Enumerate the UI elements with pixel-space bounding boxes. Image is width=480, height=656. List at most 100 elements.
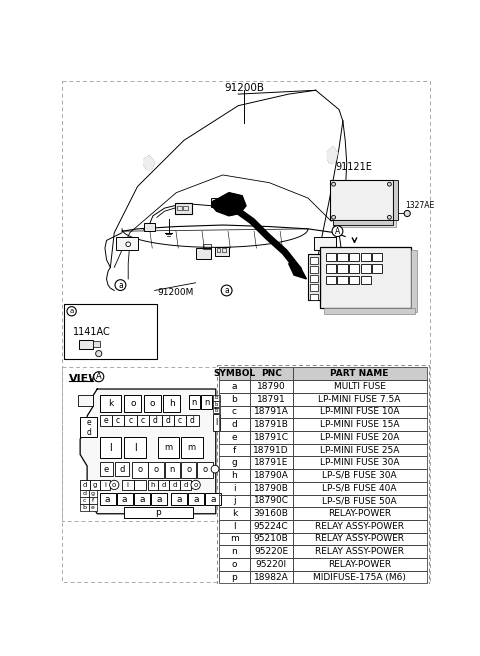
Bar xyxy=(99,415,112,426)
Text: c: c xyxy=(178,416,182,425)
Text: LP-S/B FUSE 40A: LP-S/B FUSE 40A xyxy=(322,483,397,493)
Text: a: a xyxy=(139,495,144,504)
Bar xyxy=(64,304,157,359)
Bar xyxy=(292,367,427,380)
Text: n: n xyxy=(231,547,237,556)
Text: c: c xyxy=(141,416,145,425)
Bar xyxy=(188,493,204,505)
Bar xyxy=(89,497,97,504)
Bar xyxy=(180,480,191,490)
Text: o: o xyxy=(193,482,198,488)
Bar xyxy=(219,380,427,393)
Bar xyxy=(122,480,133,490)
Bar xyxy=(214,395,220,401)
Bar xyxy=(183,206,188,210)
Text: MIDIFUSE-175A (M6): MIDIFUSE-175A (M6) xyxy=(313,573,406,582)
Bar xyxy=(214,407,220,413)
Bar xyxy=(219,545,250,558)
Bar xyxy=(219,367,250,380)
Bar xyxy=(292,393,427,405)
Bar xyxy=(333,185,396,228)
Circle shape xyxy=(94,372,104,382)
Polygon shape xyxy=(288,264,306,279)
Bar xyxy=(219,380,250,393)
Text: d: d xyxy=(153,416,158,425)
Bar xyxy=(292,443,427,457)
Bar xyxy=(133,493,150,505)
Bar xyxy=(250,457,292,469)
Bar xyxy=(214,401,220,407)
Bar xyxy=(157,437,180,459)
Bar xyxy=(186,415,199,426)
Bar xyxy=(214,414,220,430)
Bar xyxy=(308,255,320,300)
Bar xyxy=(310,293,318,300)
Bar xyxy=(112,415,124,426)
Bar xyxy=(216,248,220,252)
Bar xyxy=(219,545,427,558)
Bar xyxy=(292,545,427,558)
Bar xyxy=(250,367,292,380)
Bar xyxy=(100,480,110,490)
Text: VIEW: VIEW xyxy=(69,374,101,384)
Text: a: a xyxy=(118,281,123,289)
Bar xyxy=(250,431,292,443)
Bar xyxy=(219,405,427,419)
Bar xyxy=(79,340,93,349)
Text: SYMBOL: SYMBOL xyxy=(213,369,255,379)
Bar xyxy=(219,367,427,380)
Bar xyxy=(219,507,250,520)
Bar xyxy=(201,395,212,409)
Bar xyxy=(219,558,427,571)
Bar xyxy=(134,480,146,490)
Bar xyxy=(219,443,250,457)
Bar xyxy=(181,437,203,459)
Text: PNC: PNC xyxy=(261,369,282,379)
Bar xyxy=(62,367,221,522)
Text: e: e xyxy=(231,433,237,442)
Bar xyxy=(189,395,200,409)
Text: PART NAME: PART NAME xyxy=(330,369,389,379)
Bar xyxy=(124,507,192,518)
Bar xyxy=(78,395,93,406)
Bar xyxy=(337,276,348,284)
Bar xyxy=(326,264,336,273)
Text: 18790C: 18790C xyxy=(254,497,288,505)
Bar xyxy=(310,275,318,282)
Text: l: l xyxy=(216,418,218,426)
Bar xyxy=(326,276,336,284)
Bar xyxy=(337,264,348,273)
Text: LP-S/B FUSE 50A: LP-S/B FUSE 50A xyxy=(322,497,397,505)
Text: 18791A: 18791A xyxy=(254,407,288,417)
Text: c: c xyxy=(83,498,86,502)
Text: a: a xyxy=(156,495,162,504)
Text: e: e xyxy=(104,464,109,474)
Bar xyxy=(151,493,167,505)
Text: l: l xyxy=(233,522,236,531)
Bar xyxy=(219,571,250,583)
Polygon shape xyxy=(80,389,216,514)
Circle shape xyxy=(109,480,119,489)
Bar xyxy=(326,253,336,261)
Bar xyxy=(219,533,250,545)
Text: LP-MINI FUSE 25A: LP-MINI FUSE 25A xyxy=(320,445,399,455)
Text: n: n xyxy=(192,398,197,407)
Bar xyxy=(219,443,427,457)
Text: LP-MINI FUSE 7.5A: LP-MINI FUSE 7.5A xyxy=(318,395,401,403)
Bar xyxy=(292,571,427,583)
Bar xyxy=(219,393,427,405)
Bar xyxy=(116,237,137,251)
Text: LP-MINI FUSE 15A: LP-MINI FUSE 15A xyxy=(320,420,399,429)
Bar xyxy=(99,462,113,476)
Bar xyxy=(80,490,89,497)
Bar xyxy=(219,393,250,405)
Bar xyxy=(165,462,180,478)
Text: o: o xyxy=(137,465,143,474)
Bar xyxy=(89,490,97,497)
Text: b: b xyxy=(231,395,237,403)
Bar xyxy=(250,545,292,558)
Bar xyxy=(219,533,427,545)
Text: 95220I: 95220I xyxy=(256,560,287,569)
Bar xyxy=(250,419,292,431)
Bar xyxy=(360,276,371,284)
